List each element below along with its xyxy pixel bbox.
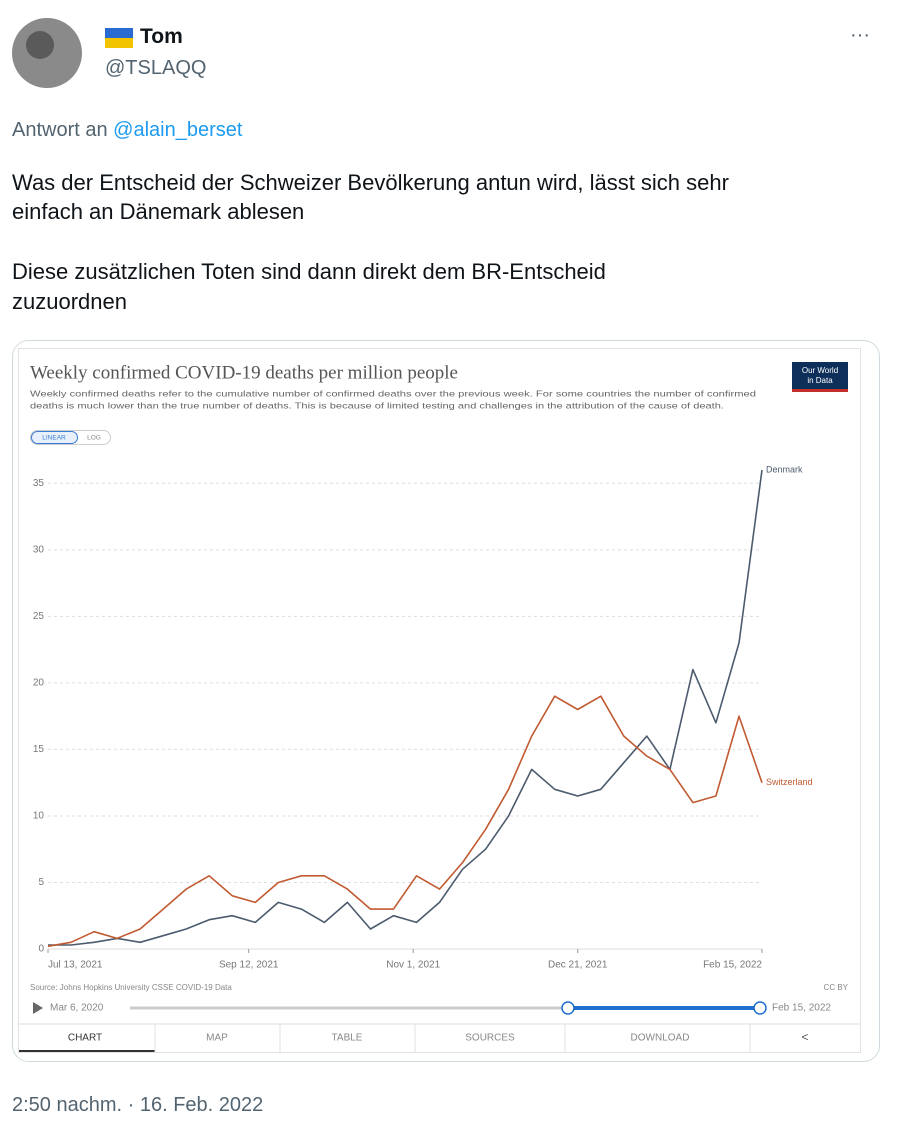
- y-tick-label: 5: [38, 877, 44, 888]
- y-tick-label: 15: [33, 744, 45, 755]
- y-tick-label: 30: [33, 544, 45, 555]
- reply-context: Antwort an @alain_berset: [12, 119, 242, 142]
- share-icon[interactable]: <: [801, 1030, 808, 1044]
- y-tick-label: 0: [38, 944, 44, 955]
- x-tick-label: Dec 21, 2021: [548, 960, 608, 971]
- reply-prefix: Antwort an: [12, 119, 108, 141]
- tweet-text: zuzuordnen: [12, 289, 127, 314]
- timeline-start: Mar 6, 2020: [50, 1003, 104, 1014]
- logo-bar: [792, 389, 848, 392]
- series-label: Switzerland: [766, 777, 813, 787]
- source: Source: Johns Hopkins University CSSE CO…: [30, 983, 232, 992]
- y-tick-label: 25: [33, 611, 45, 622]
- timestamp[interactable]: 2:50 nachm. · 16. Feb. 2022: [12, 1094, 264, 1116]
- flag-yellow: [105, 38, 133, 48]
- display-name[interactable]: Tom: [140, 25, 183, 48]
- tweet-text: Was der Entscheid der Schweizer Bevölker…: [12, 170, 729, 195]
- logo-text: Our World: [802, 366, 838, 375]
- tab[interactable]: CHART: [68, 1033, 102, 1044]
- x-tick-label: Sep 12, 2021: [219, 960, 279, 971]
- y-tick-label: 20: [33, 678, 45, 689]
- scale-option[interactable]: LINEAR: [42, 435, 66, 442]
- more-menu[interactable]: ···: [850, 24, 870, 46]
- handle[interactable]: @TSLAQQ: [105, 57, 207, 79]
- y-tick-label: 35: [33, 478, 45, 489]
- x-tick-label: Nov 1, 2021: [386, 960, 440, 971]
- chart-subtitle: deaths is much lower than the true numbe…: [30, 400, 724, 410]
- series-line: [47, 695, 763, 948]
- tab[interactable]: TABLE: [332, 1033, 363, 1044]
- play-button[interactable]: [33, 1002, 43, 1014]
- scale-option[interactable]: LOG: [87, 435, 101, 442]
- reply-mention[interactable]: @alain_berset: [113, 119, 243, 141]
- avatar-face: [26, 31, 54, 59]
- x-tick-label: Feb 15, 2022: [703, 960, 762, 971]
- series-line: [48, 469, 763, 946]
- logo-text: in Data: [807, 376, 833, 385]
- y-tick-label: 10: [33, 811, 45, 822]
- timeline-end: Feb 15, 2022: [772, 1003, 831, 1014]
- chart-subtitle: Weekly confirmed deaths refer to the cum…: [30, 388, 756, 398]
- x-tick-label: Jul 13, 2021: [48, 960, 103, 971]
- tweet-text: Diese zusätzlichen Toten sind dann direk…: [12, 259, 606, 284]
- license: CC BY: [824, 983, 849, 992]
- logo[interactable]: [792, 362, 848, 392]
- timeline-handle[interactable]: [753, 1001, 767, 1015]
- flag-blue: [105, 28, 133, 38]
- timeline-handle[interactable]: [561, 1001, 575, 1015]
- series-label: Denmark: [766, 464, 803, 474]
- tab[interactable]: MAP: [206, 1033, 228, 1044]
- chart-title: Weekly confirmed COVID-19 deaths per mil…: [30, 362, 458, 383]
- tweet-text: einfach an Dänemark ablesen: [12, 199, 305, 224]
- chart-frame: [18, 348, 861, 1053]
- scale-toggle-active[interactable]: [31, 431, 78, 444]
- tab[interactable]: DOWNLOAD: [631, 1033, 690, 1044]
- tab[interactable]: SOURCES: [465, 1033, 515, 1044]
